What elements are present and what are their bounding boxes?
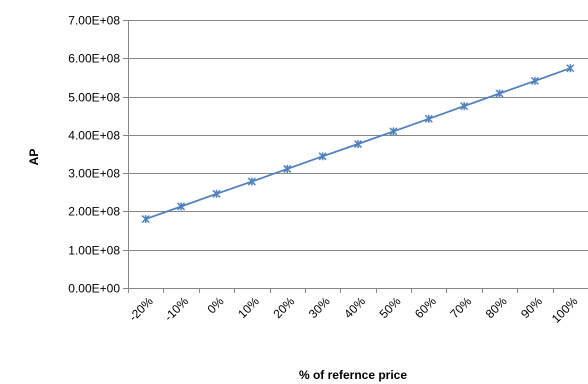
gridlines [128,20,588,251]
data-point [389,127,398,136]
x-tick-label: 0% [204,294,226,316]
y-axis-title: AP [27,149,41,166]
data-point [424,114,433,123]
data-point [247,177,256,186]
x-tick-label: 90% [518,294,545,321]
x-tick-labels: -20% -10% 0% 10% 20% 30% 40% 50% 60% 70% 80% 90% 100… [126,294,581,326]
y-tick-label: 0.00E+00 [68,282,120,296]
data-point [530,76,539,85]
data-point [283,164,292,173]
x-tick-label: 40% [341,294,368,321]
data-point [177,202,186,211]
data-point [460,102,469,111]
x-tick-label: 30% [306,294,333,321]
axes [123,20,588,293]
data-point [495,89,504,98]
data-point [141,215,150,224]
x-tick-label: 50% [377,294,404,321]
y-tick-labels: 0.00E+00 1.00E+08 2.00E+08 3.00E+08 4.00E+08… [68,14,120,296]
x-tick-label: 60% [412,294,439,321]
x-tick-label: 100% [549,294,581,326]
data-point [212,189,221,198]
y-tick-label: 5.00E+08 [68,91,120,105]
y-tick-label: 6.00E+08 [68,52,120,66]
y-tick-label: 2.00E+08 [68,205,120,219]
x-tick-label: 70% [447,294,474,321]
y-tick-label: 4.00E+08 [68,129,120,143]
x-axis-title: % of refernce price [299,368,407,382]
data-point [566,64,575,73]
data-point [353,140,363,149]
x-tick-label: 80% [483,294,510,321]
data-point [318,152,327,161]
x-tick-label: 10% [235,294,262,321]
x-tick-label: -10% [161,294,191,324]
y-tick-label: 1.00E+08 [68,244,120,258]
y-tick-label: 7.00E+08 [68,14,120,28]
x-tick-label: 20% [270,294,297,321]
series [141,64,575,224]
y-tick-label: 3.00E+08 [68,167,120,181]
x-tick-label: -20% [126,294,156,324]
